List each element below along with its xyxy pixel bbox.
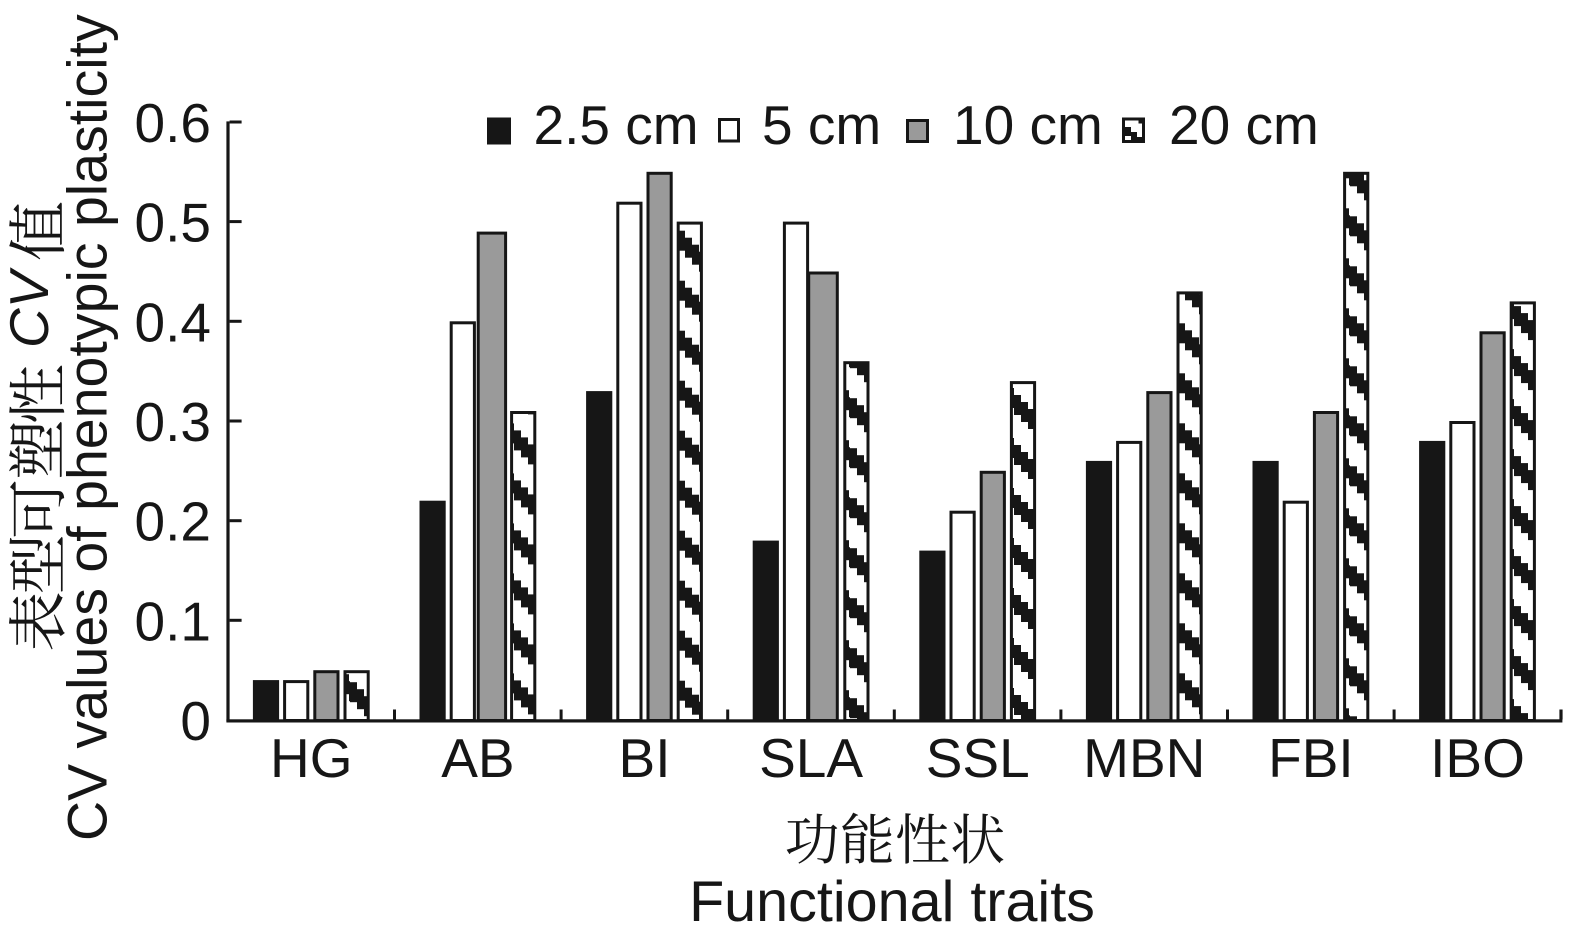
svg-text:0: 0 bbox=[180, 690, 211, 752]
svg-text:AB: AB bbox=[441, 727, 514, 789]
svg-text:SLA: SLA bbox=[759, 727, 863, 789]
svg-text:0.1: 0.1 bbox=[135, 590, 211, 652]
svg-text:HG: HG bbox=[270, 727, 353, 789]
svg-text:SSL: SSL bbox=[926, 727, 1030, 789]
svg-text:0.5: 0.5 bbox=[135, 192, 211, 254]
svg-text:5 cm: 5 cm bbox=[762, 94, 881, 156]
svg-text:20 cm: 20 cm bbox=[1169, 94, 1319, 156]
svg-text:10 cm: 10 cm bbox=[953, 94, 1103, 156]
svg-text:0.3: 0.3 bbox=[135, 391, 211, 453]
svg-text:0.4: 0.4 bbox=[135, 291, 211, 353]
svg-text:FBI: FBI bbox=[1268, 727, 1354, 789]
svg-text:0.6: 0.6 bbox=[135, 92, 211, 154]
svg-text:CV: CV bbox=[0, 267, 60, 348]
svg-text:IBO: IBO bbox=[1430, 727, 1525, 789]
svg-text:BI: BI bbox=[619, 727, 671, 789]
svg-text:MBN: MBN bbox=[1083, 727, 1205, 789]
svg-text:Functional traits: Functional traits bbox=[689, 870, 1095, 934]
svg-text:0.2: 0.2 bbox=[135, 491, 211, 553]
svg-text:CV values of phenotypic plasti: CV values of phenotypic plasticity bbox=[57, 14, 119, 841]
svg-text:2.5 cm: 2.5 cm bbox=[534, 94, 699, 156]
